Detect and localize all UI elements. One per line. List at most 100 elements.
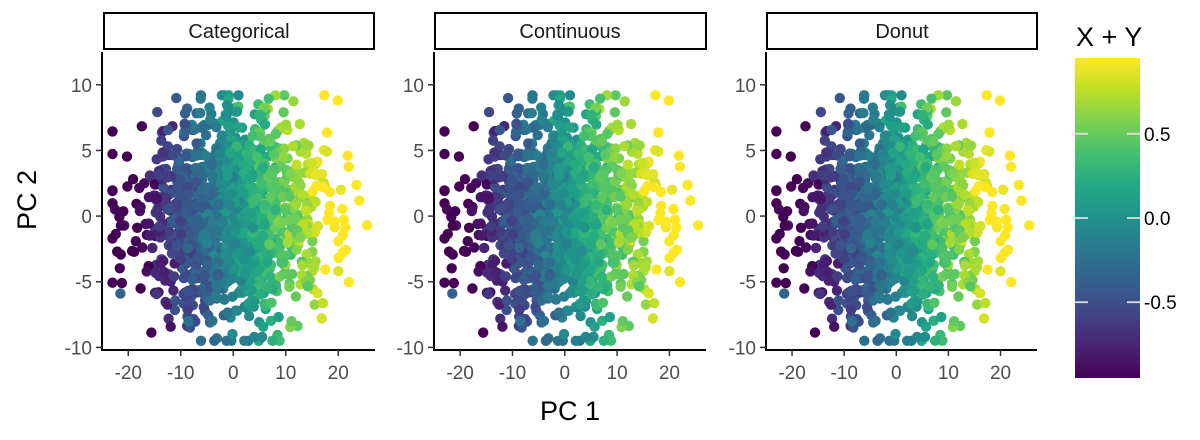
data-point xyxy=(560,264,571,275)
data-point xyxy=(482,207,493,218)
data-point xyxy=(598,335,609,346)
data-point xyxy=(244,276,256,287)
points-layer xyxy=(107,90,373,346)
data-point xyxy=(523,138,534,149)
data-point xyxy=(971,262,982,273)
data-point xyxy=(340,222,351,233)
data-point xyxy=(892,226,904,238)
data-point xyxy=(576,246,587,257)
data-point xyxy=(513,103,524,114)
data-point xyxy=(539,170,550,182)
data-point xyxy=(588,331,599,343)
data-point xyxy=(231,305,243,316)
data-point xyxy=(332,95,343,106)
data-point xyxy=(991,216,1002,227)
data-point xyxy=(469,242,480,253)
data-point xyxy=(825,172,836,183)
data-point xyxy=(507,229,518,240)
data-point xyxy=(237,159,249,170)
data-point xyxy=(778,263,789,274)
data-point xyxy=(463,222,475,233)
data-point xyxy=(573,148,584,159)
data-point xyxy=(838,253,849,264)
data-point xyxy=(257,162,269,173)
y-tick-label: 5 xyxy=(81,141,92,162)
data-point xyxy=(211,280,222,291)
axes: -20 -10 0 10 20 -10 -5 0 5 10 xyxy=(729,52,1037,384)
data-point xyxy=(943,119,954,130)
data-point xyxy=(795,222,807,233)
data-point xyxy=(1005,276,1017,288)
data-point xyxy=(891,212,902,223)
data-point xyxy=(279,90,290,101)
data-point xyxy=(495,313,506,324)
data-point xyxy=(932,204,944,216)
data-point xyxy=(280,119,292,130)
data-point xyxy=(917,289,929,300)
data-point xyxy=(291,244,302,255)
data-point xyxy=(585,264,596,275)
legend-tick-label: 0.5 xyxy=(1144,125,1170,146)
data-point xyxy=(521,124,532,135)
data-point xyxy=(948,316,960,327)
data-point xyxy=(236,211,247,223)
data-point xyxy=(550,294,562,305)
data-point xyxy=(286,316,297,327)
data-point xyxy=(558,328,570,340)
data-point xyxy=(507,173,518,185)
data-point xyxy=(896,122,907,133)
data-point xyxy=(921,200,932,211)
y-tick-label: -5 xyxy=(75,273,92,294)
data-point xyxy=(495,203,507,214)
axes: -20 -10 0 10 20 -10 -5 0 5 10 xyxy=(397,52,706,384)
data-point xyxy=(545,148,557,159)
data-point xyxy=(154,221,165,232)
x-tick-label: -10 xyxy=(167,363,194,384)
data-point xyxy=(978,313,990,324)
data-point xyxy=(593,257,604,268)
data-point xyxy=(443,246,455,257)
data-point xyxy=(267,335,278,346)
data-point xyxy=(502,92,514,104)
data-point xyxy=(107,277,118,288)
data-point xyxy=(854,138,866,149)
data-point xyxy=(771,148,782,160)
data-point xyxy=(927,271,939,283)
data-point xyxy=(475,192,486,203)
data-point xyxy=(258,200,270,211)
data-point xyxy=(920,230,931,241)
data-point xyxy=(862,229,873,241)
data-point xyxy=(553,170,565,181)
data-point xyxy=(115,220,127,231)
data-point xyxy=(514,243,525,254)
data-point xyxy=(290,199,302,210)
data-point xyxy=(174,253,186,264)
data-point xyxy=(644,220,655,232)
data-point xyxy=(863,150,875,161)
data-point xyxy=(238,253,250,265)
data-point xyxy=(821,255,833,267)
data-point xyxy=(494,299,505,310)
data-point xyxy=(114,263,126,274)
data-point xyxy=(845,103,856,114)
data-point xyxy=(870,315,881,327)
data-point xyxy=(184,202,195,213)
x-tick-label: 10 xyxy=(938,363,959,384)
data-point xyxy=(261,281,272,292)
data-point xyxy=(253,264,265,275)
data-point xyxy=(916,264,928,275)
data-point xyxy=(946,281,958,292)
y-tick-label: 10 xyxy=(735,76,756,97)
data-point xyxy=(242,148,253,159)
data-point xyxy=(595,239,607,250)
data-point xyxy=(293,177,305,188)
data-point xyxy=(987,186,998,198)
data-point xyxy=(619,141,630,152)
data-point xyxy=(779,220,790,231)
data-point xyxy=(916,238,928,250)
data-point xyxy=(799,283,810,294)
data-point xyxy=(825,299,837,310)
data-point xyxy=(514,181,525,192)
data-point xyxy=(503,240,514,251)
data-point xyxy=(191,176,202,188)
